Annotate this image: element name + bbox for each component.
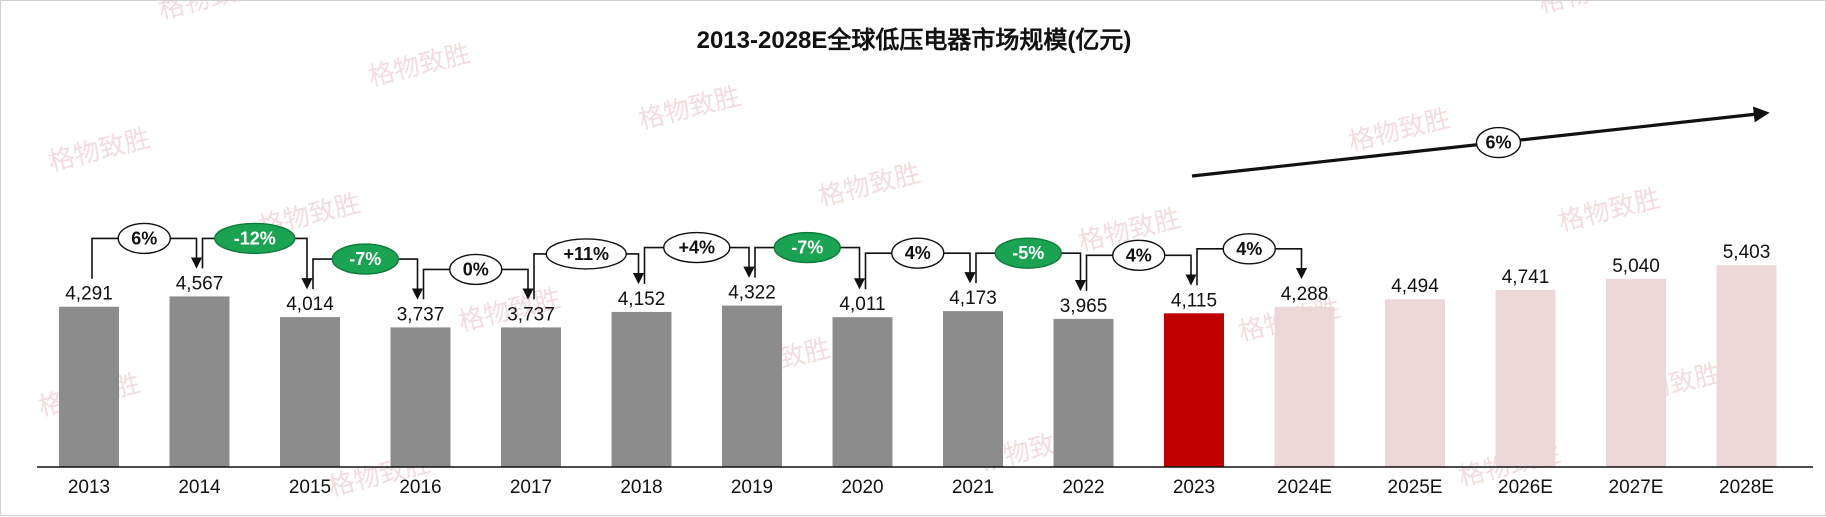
growth-badge — [1112, 239, 1166, 272]
growth-label: 6% — [131, 228, 157, 248]
growth-badge — [331, 243, 399, 275]
x-tick-2025E: 2025E — [1388, 477, 1443, 498]
x-tick-2014: 2014 — [178, 477, 221, 498]
growth-label: -7% — [349, 249, 381, 269]
growth-badge — [117, 222, 171, 255]
bar-2018 — [611, 311, 672, 467]
x-tick-2017: 2017 — [510, 477, 552, 498]
growth-annotation-2021-2022: -5% — [975, 237, 1087, 292]
x-tick-labels-layer: 2013 2014 2015 2016 2017 2018 2019 2020 2021 2022… — [68, 477, 1774, 498]
x-tick-2023: 2023 — [1173, 477, 1215, 498]
bar-2017 — [501, 327, 561, 467]
trend-annotation-layer: 6% — [1191, 106, 1770, 178]
growth-badge — [214, 222, 296, 255]
x-tick-2019: 2019 — [731, 477, 773, 498]
growth-annotation-2023-2024E: 4% — [1196, 233, 1308, 286]
bar-2026E — [1495, 289, 1556, 467]
x-tick-2027E: 2027E — [1609, 477, 1664, 498]
value-label-2028E: 5,403 — [1723, 242, 1771, 263]
watermark-text: 格物致胜 — [815, 159, 923, 213]
growth-annotation-2016-2017: 0% — [422, 253, 534, 300]
value-label-2019: 4,322 — [728, 283, 776, 304]
x-tick-2028E: 2028E — [1719, 477, 1774, 498]
growth-label: +11% — [563, 244, 609, 264]
bars-layer — [59, 265, 1777, 467]
value-label-2027E: 5,040 — [1612, 256, 1660, 277]
growth-annotation-2018-2019: +4% — [643, 231, 755, 284]
growth-badge — [994, 237, 1062, 269]
x-tick-2024E: 2024E — [1277, 477, 1332, 498]
growth-badge — [663, 231, 731, 264]
x-tick-2018: 2018 — [620, 477, 662, 498]
value-label-2013: 4,291 — [65, 284, 113, 305]
x-tick-2016: 2016 — [399, 477, 441, 498]
growth-label: -7% — [791, 238, 823, 258]
value-label-2014: 4,567 — [176, 273, 224, 294]
value-label-2026E: 4,741 — [1502, 267, 1550, 288]
growth-badge — [773, 231, 841, 264]
value-labels-layer: 4,291 4,567 4,014 3,737 3,737 4,152 4,322 4,011… — [65, 242, 1770, 325]
bar-2021 — [943, 311, 1003, 467]
trend-badge — [1475, 126, 1522, 159]
growth-badge — [449, 253, 503, 286]
growth-label: -12% — [234, 228, 276, 248]
bar-2020 — [832, 317, 893, 467]
value-label-2023: 4,115 — [1171, 290, 1217, 311]
value-label-2021: 4,173 — [949, 288, 997, 309]
growth-annotation-2017-2018: +11% — [533, 238, 645, 300]
growth-annotation-2022-2023: 4% — [1085, 239, 1197, 291]
value-label-2025E: 4,494 — [1391, 276, 1439, 297]
chart-title: 2013-2028E全球低压电器市场规模(亿元) — [697, 26, 1132, 54]
growth-badge — [891, 237, 945, 269]
growth-annotation-2015-2016: -7% — [312, 243, 424, 300]
x-tick-2013: 2013 — [68, 477, 110, 498]
watermark-text: 格物致胜 — [635, 82, 743, 136]
growth-annotation-2019-2020: -7% — [754, 231, 866, 290]
value-label-2015: 4,014 — [286, 294, 334, 315]
growth-label: 4% — [1126, 245, 1152, 265]
bar-2025E — [1385, 299, 1445, 467]
bar-2014 — [169, 296, 230, 467]
bar-2016 — [390, 327, 451, 467]
watermark-text: 格物致胜 — [365, 39, 473, 93]
watermark-text: 格物致胜 — [155, 1, 263, 26]
bar-2013 — [59, 306, 119, 467]
growth-label: +4% — [678, 238, 715, 258]
growth-label: 4% — [905, 243, 931, 263]
value-label-2016: 3,737 — [397, 304, 445, 325]
value-label-2018: 4,152 — [618, 289, 666, 310]
value-label-2017: 3,737 — [507, 304, 555, 325]
bar-2023 — [1164, 313, 1224, 467]
watermark-text: 格物致胜 — [1555, 184, 1663, 238]
growth-annotation-2020-2021: 4% — [864, 237, 976, 290]
value-label-2022: 3,965 — [1060, 296, 1108, 317]
x-tick-2026E: 2026E — [1498, 477, 1553, 498]
growth-label: 4% — [1236, 239, 1262, 259]
x-tick-2021: 2021 — [952, 477, 994, 498]
watermark-text: 格物致胜 — [1535, 1, 1643, 20]
growth-badge — [1222, 233, 1276, 265]
bar-2024E — [1274, 306, 1335, 467]
growth-badge — [545, 238, 627, 270]
value-label-2024E: 4,288 — [1281, 284, 1329, 305]
value-label-2020: 4,011 — [839, 294, 885, 315]
x-tick-2022: 2022 — [1062, 477, 1104, 498]
watermark-text: 格物致胜 — [45, 124, 153, 178]
bar-2015 — [280, 317, 340, 467]
growth-annotation-2014-2015: -12% — [201, 222, 313, 290]
growth-annotation-2013-2014: 6% — [91, 222, 203, 279]
x-tick-2015: 2015 — [289, 477, 331, 498]
growth-annotations-layer: 6% -12% -7% 0% +11% +4% -7% 4% -5% 4% 4% — [91, 222, 1308, 300]
bar-2028E — [1716, 265, 1777, 467]
growth-label: 0% — [463, 259, 489, 279]
bar-2019 — [722, 305, 782, 467]
trend-label: 6% — [1485, 133, 1511, 153]
x-tick-2020: 2020 — [841, 477, 883, 498]
bar-2022 — [1053, 318, 1114, 467]
bar-2027E — [1606, 278, 1666, 467]
growth-label: -5% — [1012, 243, 1044, 263]
